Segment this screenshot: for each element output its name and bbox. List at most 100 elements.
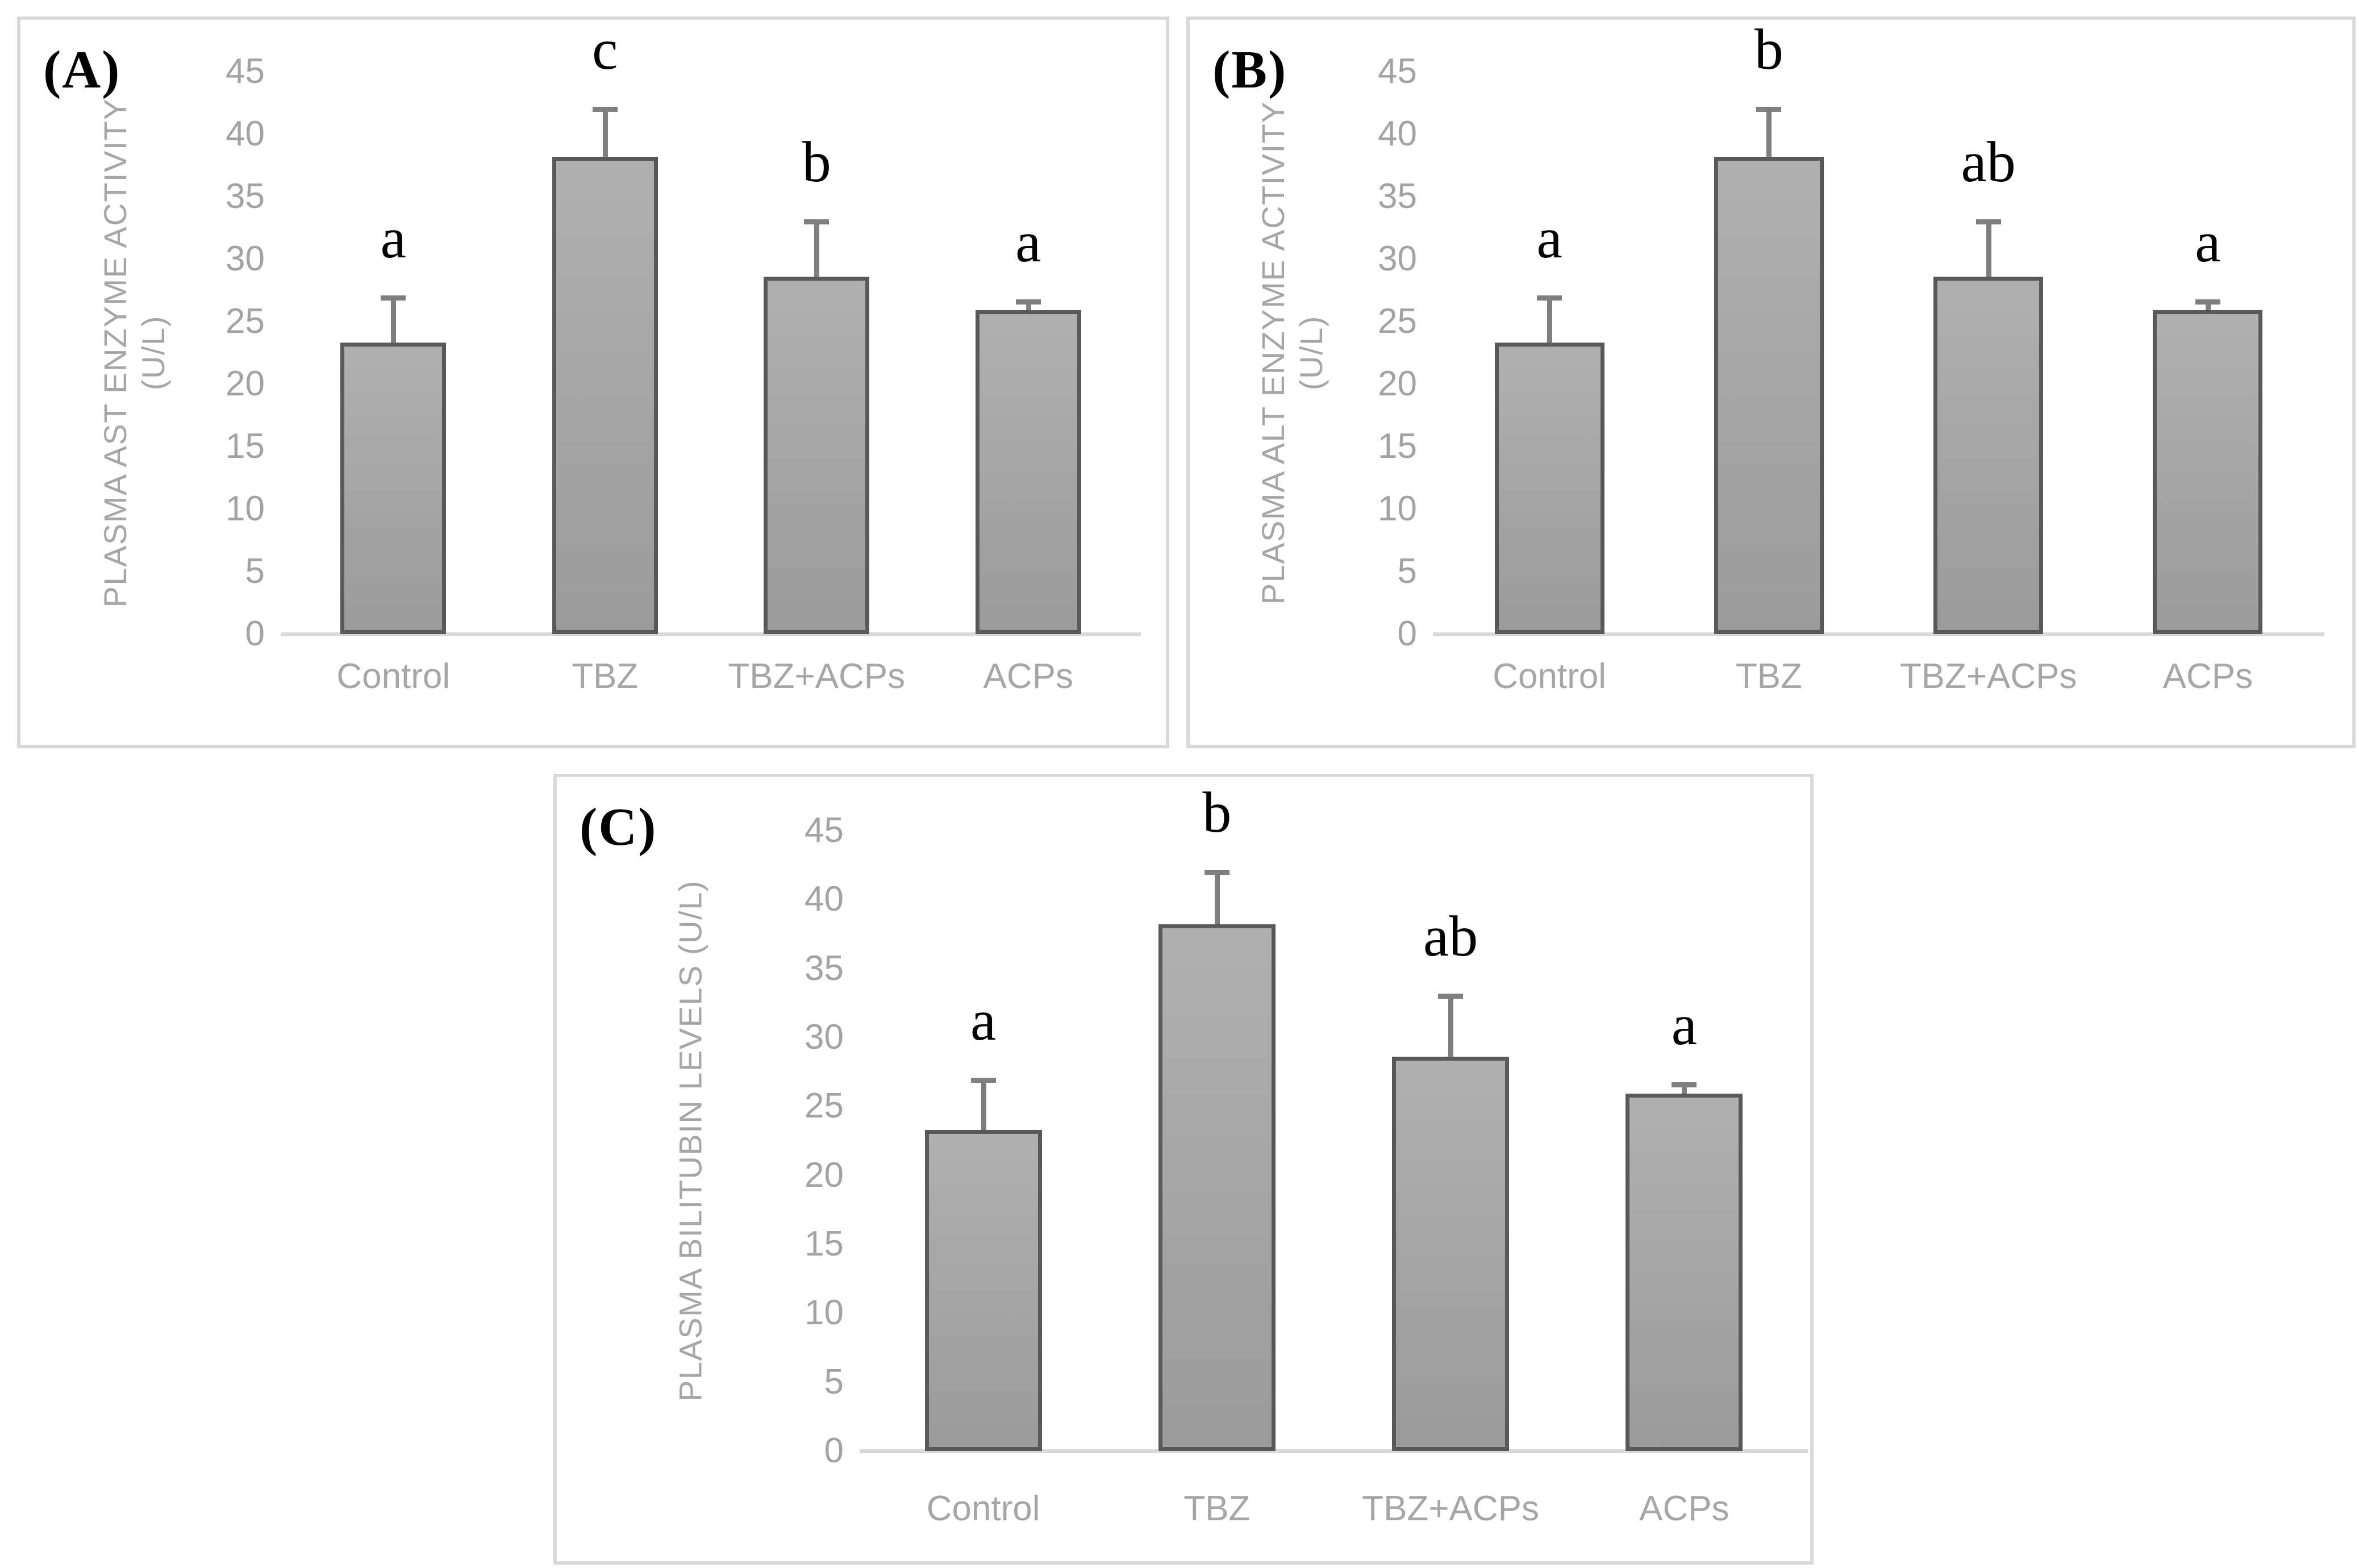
significance-letter: ab (1961, 130, 2016, 194)
y-tick-label: 45 (805, 811, 844, 850)
y-tick-label: 35 (1378, 177, 1417, 216)
y-tick-label: 15 (1378, 427, 1417, 466)
error-bar (1682, 1084, 1687, 1094)
y-tick-label: 40 (226, 114, 265, 153)
error-bar (1547, 298, 1553, 343)
significance-letter: a (380, 206, 406, 271)
panel-b: (B) PLASMA ALT ENZYME ACTIVITY (U/L) 0 5 10… (1186, 16, 2356, 748)
panel-letter: (A) (43, 40, 121, 99)
panel-a: (A) PLASMA AST ENZYME ACTIVITY (U/L) 0 5 10… (17, 16, 1169, 748)
significance-letter: a (1536, 206, 1562, 271)
significance-letter: b (1754, 18, 1783, 82)
error-bar (2205, 301, 2211, 311)
error-bar (1986, 222, 1991, 277)
significance-letter: a (1015, 210, 1041, 274)
error-bar-cap (2195, 299, 2220, 305)
error-bar-cap (1204, 869, 1229, 875)
error-bar-cap (804, 219, 830, 224)
significance-letter: a (970, 989, 997, 1053)
category-label: Control (926, 1489, 1040, 1528)
bar (552, 156, 658, 634)
y-tick-label: 5 (1397, 552, 1417, 591)
y-tick-label: 5 (824, 1362, 844, 1402)
category-label: TBZ+ACPs (1899, 657, 2077, 696)
y-tick-label: 25 (805, 1086, 844, 1126)
x-axis-line (281, 632, 1141, 636)
y-tick-label: 10 (226, 489, 265, 528)
error-bar (391, 298, 397, 343)
y-tick-label: 25 (226, 302, 265, 341)
y-tick-label: 45 (1378, 52, 1417, 91)
bar (924, 1129, 1042, 1451)
significance-letter: ab (1423, 904, 1478, 969)
bar (1626, 1094, 1743, 1451)
error-bar (1214, 871, 1220, 924)
panel-letter: (C) (580, 798, 657, 857)
y-tick-label: 20 (226, 364, 265, 403)
x-axis-line (1433, 632, 2324, 636)
error-bar (981, 1080, 986, 1130)
category-label: ACPs (983, 657, 1073, 696)
error-bar (814, 222, 820, 277)
y-tick-label: 20 (805, 1155, 844, 1195)
y-tick-label: 30 (1378, 239, 1417, 278)
bar (764, 276, 870, 634)
y-tick-label: 15 (805, 1224, 844, 1263)
y-tick-label: 20 (1378, 364, 1417, 403)
y-tick-label: 0 (245, 614, 265, 653)
category-label: Control (1493, 657, 1607, 696)
chart-area: 0 5 10 15 20 25 30 35 40 45 a Control b TBZ ab TBZ+ACPs… (557, 777, 1810, 1561)
y-tick-label: 5 (245, 552, 265, 591)
y-tick-label: 10 (805, 1293, 844, 1333)
bar (975, 310, 1081, 634)
category-label: Control (336, 657, 451, 696)
error-bar (1026, 301, 1031, 311)
error-bar-cap (1975, 219, 2001, 224)
y-tick-label: 30 (226, 239, 265, 278)
error-bar (1448, 996, 1454, 1057)
y-tick-label: 15 (226, 427, 265, 466)
y-tick-label: 30 (805, 1017, 844, 1057)
bar (2153, 310, 2263, 634)
category-label: TBZ (1183, 1489, 1251, 1528)
y-tick-label: 0 (1397, 614, 1417, 653)
significance-letter: a (1671, 992, 1698, 1057)
category-label: ACPs (2162, 657, 2253, 696)
significance-letter: c (592, 18, 618, 82)
error-bar-cap (1537, 295, 1562, 301)
error-bar-cap (592, 107, 618, 112)
significance-letter: b (802, 130, 831, 194)
error-bar-cap (1756, 107, 1782, 112)
category-label: TBZ+ACPs (1362, 1489, 1540, 1528)
category-label: TBZ (572, 657, 639, 696)
error-bar-cap (1672, 1082, 1697, 1087)
panel-letter: (B) (1212, 40, 1287, 99)
chart-area: 0 5 10 15 20 25 30 35 40 45 a Control b TBZ ab TBZ+ACPs… (1190, 20, 2352, 745)
error-bar-cap (970, 1078, 996, 1083)
y-tick-label: 35 (226, 177, 265, 216)
y-tick-label: 35 (805, 948, 844, 988)
chart-area: 0 5 10 15 20 25 30 35 40 45 a Control c TBZ b TBZ+ACPs a… (20, 20, 1166, 745)
bar (1933, 276, 2044, 634)
bar (340, 343, 447, 634)
significance-letter: a (2195, 210, 2221, 274)
error-bar-cap (381, 295, 406, 301)
bar (1158, 924, 1276, 1451)
y-tick-label: 40 (805, 879, 844, 919)
bar (1392, 1056, 1510, 1451)
category-label: ACPs (1639, 1489, 1729, 1528)
bar (1714, 156, 1824, 634)
error-bar-cap (1015, 299, 1041, 305)
y-tick-label: 40 (1378, 114, 1417, 153)
y-tick-label: 0 (824, 1431, 844, 1470)
x-axis-line (860, 1449, 1808, 1453)
category-label: TBZ (1735, 657, 1802, 696)
y-tick-label: 45 (226, 52, 265, 91)
y-tick-label: 25 (1378, 302, 1417, 341)
error-bar (602, 109, 608, 157)
panel-c: (C) PLASMA BILITUBIN LEVELS (U/L) 0 5 10 15… (553, 774, 1814, 1565)
error-bar (1766, 109, 1772, 157)
category-label: TBZ+ACPs (728, 657, 906, 696)
significance-letter: b (1202, 780, 1232, 845)
y-tick-label: 10 (1378, 489, 1417, 528)
